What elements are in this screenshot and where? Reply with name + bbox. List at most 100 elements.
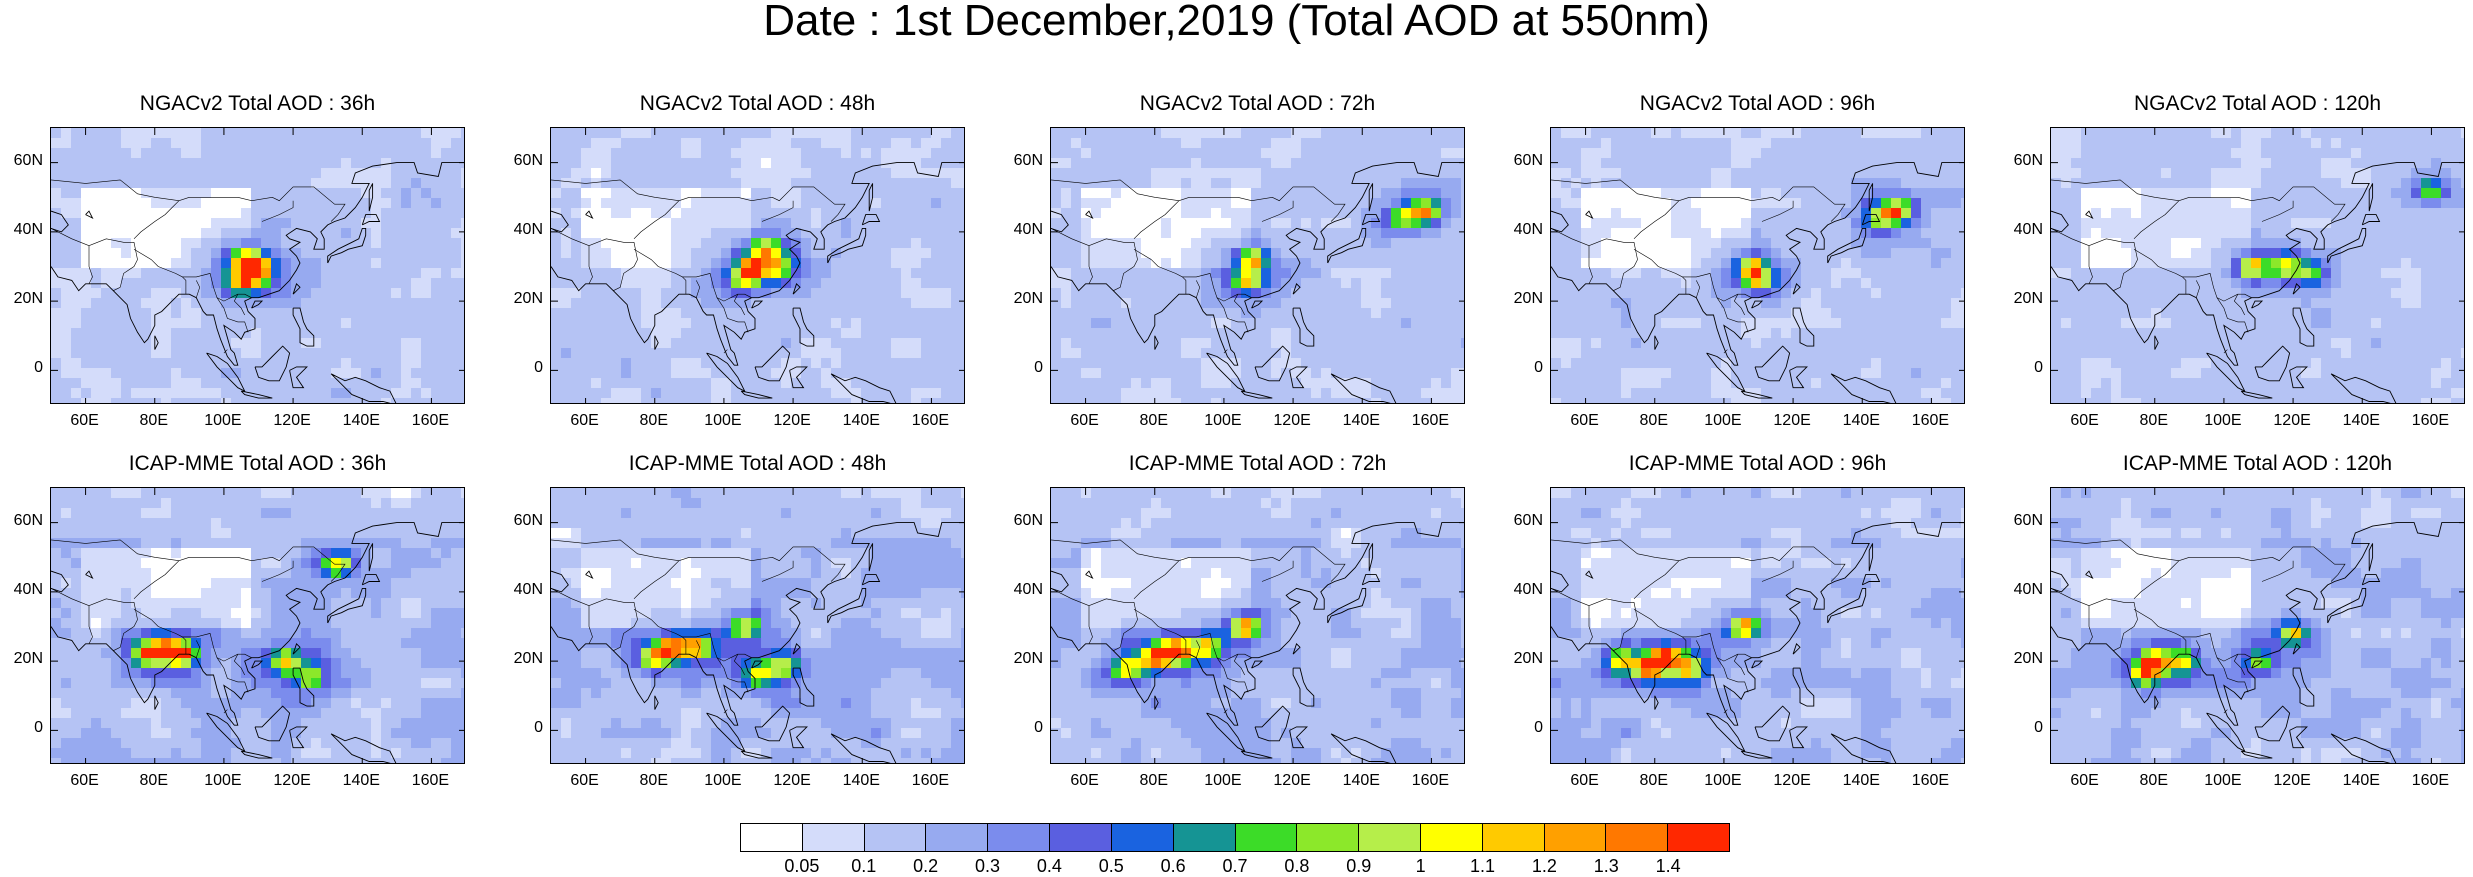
x-tick-label: 120E — [1767, 412, 1817, 430]
x-tick-label: 60E — [2060, 772, 2110, 790]
x-tick-label: 60E — [60, 772, 110, 790]
x-tick-label: 120E — [2267, 772, 2317, 790]
x-tick-label: 160E — [1905, 412, 1955, 430]
x-tick-label: 100E — [1198, 412, 1248, 430]
y-tick-label: 40N — [503, 221, 543, 239]
aod-field — [51, 488, 465, 764]
y-tick-label: 60N — [1503, 512, 1543, 530]
colorbar — [740, 823, 1730, 852]
x-tick-label: 60E — [560, 412, 610, 430]
y-tick-label: 20N — [1003, 290, 1043, 308]
x-tick-label: 60E — [1060, 412, 1110, 430]
x-tick-label: 100E — [1698, 412, 1748, 430]
y-tick-label: 20N — [3, 650, 43, 668]
y-tick-label: 60N — [2003, 512, 2043, 530]
x-tick-label: 100E — [198, 412, 248, 430]
y-tick-label: 0 — [1503, 719, 1543, 737]
colorbar-swatch — [1112, 824, 1174, 851]
x-tick-label: 80E — [1629, 412, 1679, 430]
aod-map — [51, 128, 465, 404]
x-tick-label: 100E — [698, 412, 748, 430]
y-tick-label: 0 — [2003, 719, 2043, 737]
colorbar-swatch — [1359, 824, 1421, 851]
x-tick-label: 140E — [1336, 772, 1386, 790]
x-tick-label: 60E — [1560, 772, 1610, 790]
x-tick-label: 100E — [1698, 772, 1748, 790]
x-tick-label: 140E — [836, 412, 886, 430]
map-panel — [50, 487, 465, 764]
aod-map — [51, 488, 465, 764]
map-panel — [1550, 487, 1965, 764]
panel-title: ICAP-MME Total AOD : 96h — [1548, 452, 1968, 476]
panel-title: NGACv2 Total AOD : 72h — [1048, 92, 1468, 116]
x-tick-label: 140E — [336, 412, 386, 430]
y-tick-label: 0 — [503, 719, 543, 737]
aod-map — [1551, 488, 1965, 764]
y-tick-label: 0 — [503, 359, 543, 377]
x-tick-label: 80E — [1129, 412, 1179, 430]
x-tick-label: 140E — [1836, 772, 1886, 790]
x-tick-label: 160E — [2405, 772, 2455, 790]
colorbar-swatch — [1297, 824, 1359, 851]
y-tick-label: 60N — [3, 152, 43, 170]
y-tick-label: 40N — [503, 581, 543, 599]
aod-map — [1551, 128, 1965, 404]
colorbar-swatch — [1421, 824, 1483, 851]
y-tick-label: 40N — [3, 221, 43, 239]
x-tick-label: 160E — [1905, 772, 1955, 790]
aod-field — [1551, 488, 1965, 764]
y-tick-label: 40N — [3, 581, 43, 599]
aod-field — [51, 128, 465, 404]
x-tick-label: 80E — [629, 772, 679, 790]
x-tick-label: 60E — [1060, 772, 1110, 790]
x-tick-label: 80E — [129, 412, 179, 430]
x-tick-label: 160E — [2405, 412, 2455, 430]
x-tick-label: 60E — [560, 772, 610, 790]
x-tick-label: 80E — [129, 772, 179, 790]
y-tick-label: 0 — [3, 359, 43, 377]
x-tick-label: 140E — [2336, 412, 2386, 430]
aod-map — [551, 128, 965, 404]
y-tick-label: 20N — [2003, 650, 2043, 668]
x-tick-label: 120E — [1267, 772, 1317, 790]
y-tick-label: 60N — [1003, 512, 1043, 530]
y-tick-label: 0 — [1003, 719, 1043, 737]
colorbar-swatch — [1668, 824, 1729, 851]
y-tick-label: 0 — [1503, 359, 1543, 377]
aod-field — [2051, 488, 2465, 764]
y-tick-label: 60N — [1503, 152, 1543, 170]
panel-title: NGACv2 Total AOD : 36h — [48, 92, 468, 116]
x-tick-label: 120E — [2267, 412, 2317, 430]
x-tick-label: 100E — [198, 772, 248, 790]
colorbar-swatch — [865, 824, 927, 851]
map-panel — [1050, 487, 1465, 764]
colorbar-swatch — [926, 824, 988, 851]
aod-field — [551, 128, 965, 404]
x-tick-label: 60E — [2060, 412, 2110, 430]
x-tick-label: 140E — [2336, 772, 2386, 790]
aod-field — [2051, 128, 2465, 404]
y-tick-label: 60N — [2003, 152, 2043, 170]
x-tick-label: 160E — [905, 772, 955, 790]
x-tick-label: 80E — [2129, 412, 2179, 430]
map-panel — [1550, 127, 1965, 404]
y-tick-label: 20N — [3, 290, 43, 308]
map-panel — [50, 127, 465, 404]
panel-title: ICAP-MME Total AOD : 72h — [1048, 452, 1468, 476]
panel-title: ICAP-MME Total AOD : 48h — [548, 452, 968, 476]
x-tick-label: 60E — [60, 412, 110, 430]
x-tick-label: 80E — [1629, 772, 1679, 790]
y-tick-label: 60N — [503, 512, 543, 530]
panel-title: NGACv2 Total AOD : 120h — [2048, 92, 2468, 116]
y-tick-label: 20N — [503, 290, 543, 308]
x-tick-label: 100E — [2198, 772, 2248, 790]
x-tick-label: 160E — [905, 412, 955, 430]
y-tick-label: 40N — [2003, 221, 2043, 239]
x-tick-label: 80E — [1129, 772, 1179, 790]
panel-title: ICAP-MME Total AOD : 36h — [48, 452, 468, 476]
x-tick-label: 120E — [267, 772, 317, 790]
x-tick-label: 120E — [767, 772, 817, 790]
aod-map — [2051, 128, 2465, 404]
y-tick-label: 20N — [1503, 290, 1543, 308]
map-panel — [550, 127, 965, 404]
